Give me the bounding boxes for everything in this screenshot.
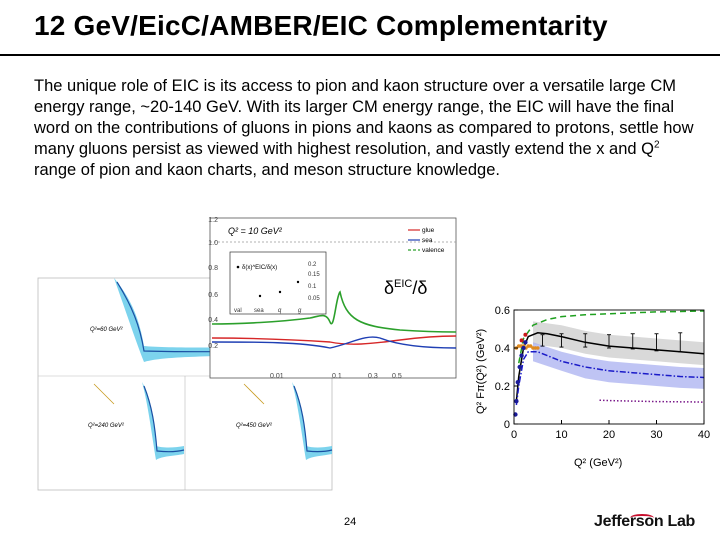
inset-tick: 0.1 bbox=[308, 284, 317, 290]
points-existing bbox=[515, 380, 520, 385]
slide-title: 12 GeV/EicC/AMBER/EIC Complementarity bbox=[34, 10, 608, 41]
sea-curve bbox=[211, 336, 457, 349]
middle-plot-y-ticks: 1.2 1.0 0.8 0.6 0.4 0.2 bbox=[208, 217, 218, 350]
points-existing bbox=[517, 364, 522, 370]
inset-xlabel: val bbox=[234, 308, 242, 314]
x-tick: 0.01 bbox=[270, 373, 284, 380]
middle-plot: 1.2 1.0 0.8 0.6 0.4 0.2 0.01 0.1 0.3 0.5… bbox=[208, 217, 457, 380]
y-tick-label: 0.2 bbox=[495, 381, 510, 393]
points-low bbox=[535, 346, 540, 350]
delta-sup: EIC bbox=[394, 278, 412, 290]
paragraph-text-1: The unique role of EIC is its access to … bbox=[34, 77, 694, 158]
legend-glue: glue bbox=[422, 227, 435, 234]
inset-tick: 0.2 bbox=[308, 262, 317, 268]
y-tick-label: 0.6 bbox=[495, 305, 510, 317]
inset-tick: 0.15 bbox=[308, 272, 320, 278]
series-blue-dashdot bbox=[515, 351, 705, 406]
middle-plot-x-ticks: 0.01 0.1 0.3 0.5 bbox=[270, 373, 402, 380]
inset-tick: 0.05 bbox=[308, 296, 320, 302]
x-tick-label: 30 bbox=[650, 429, 662, 441]
legend: glue sea valence bbox=[408, 227, 445, 254]
panel-bottom-right-label: Q²=450 GeV² bbox=[236, 423, 273, 429]
points-red bbox=[519, 338, 524, 343]
x-tick: 0.1 bbox=[332, 373, 342, 380]
body-paragraph: The unique role of EIC is its access to … bbox=[34, 76, 694, 181]
inset-xlabel: g bbox=[298, 308, 302, 314]
glue-curve bbox=[211, 335, 457, 345]
x-tick-label: 20 bbox=[603, 429, 615, 441]
valence-curve bbox=[211, 290, 457, 333]
uncertainty-band-1 bbox=[533, 342, 704, 389]
y-tick: 0.4 bbox=[208, 317, 218, 324]
x-tick-label: 10 bbox=[555, 429, 567, 441]
points-existing bbox=[521, 345, 526, 351]
uncertainty-band-0 bbox=[533, 321, 704, 366]
paragraph-text-2: range of pion and kaon charts, and meson… bbox=[34, 161, 500, 179]
pion-form-factor-chart: 0 10 20 30 40 0 0.2 0.4 0.6 Q² (GeV²) Q² Fπ(Q²) … bbox=[475, 305, 710, 469]
y-tick-label: 0.4 bbox=[495, 343, 510, 355]
title-divider bbox=[0, 54, 720, 56]
points-existing bbox=[523, 340, 528, 345]
inset: δ(x)^EIC/δ(x) 0.2 0.15 0.1 0.05 val sea … bbox=[229, 251, 327, 315]
y-tick: 0.2 bbox=[208, 343, 218, 350]
delta-ratio-label: δEIC/δ bbox=[384, 278, 427, 298]
chart-ylabel: Q² Fπ(Q²) (GeV²) bbox=[475, 329, 487, 414]
legend-sea: sea bbox=[422, 237, 433, 244]
legend-valence: valence bbox=[422, 247, 445, 254]
panel-bottom-left: Q²=240 GeV² bbox=[88, 382, 185, 460]
inset-xlabel: q bbox=[278, 308, 282, 314]
y-tick: 0.8 bbox=[208, 265, 218, 272]
paragraph-superscript: 2 bbox=[654, 139, 660, 151]
x-tick: 0.3 bbox=[368, 373, 378, 380]
x-tick-label: 0 bbox=[511, 429, 517, 441]
points-existing bbox=[514, 399, 519, 404]
series-purple-dotted bbox=[599, 399, 705, 403]
y-tick: 1.0 bbox=[208, 240, 218, 247]
points-red bbox=[523, 332, 528, 337]
y-tick: 0.6 bbox=[208, 292, 218, 299]
inset-label: δ(x)^EIC/δ(x) bbox=[242, 265, 277, 271]
chart-xlabel: Q² (GeV²) bbox=[574, 457, 622, 469]
inset-xlabel: sea bbox=[254, 308, 264, 314]
panel-bottom-right: Q²=450 GeV² bbox=[236, 382, 333, 460]
y-tick-label: 0 bbox=[504, 419, 510, 431]
delta-main: δ bbox=[384, 278, 394, 298]
series-green-dashed bbox=[518, 310, 705, 364]
x-tick: 0.5 bbox=[392, 373, 402, 380]
y-tick: 1.2 bbox=[208, 217, 218, 224]
q2-label: Q² = 10 GeV² bbox=[228, 226, 283, 236]
x-tick-label: 40 bbox=[698, 429, 710, 441]
points-existing bbox=[519, 353, 524, 358]
logo-swoosh-icon bbox=[630, 514, 654, 522]
panel-bottom-left-label: Q²=240 GeV² bbox=[88, 423, 125, 429]
delta-tail: /δ bbox=[412, 278, 427, 298]
panel-top-label: Q²=60 GeV² bbox=[90, 327, 124, 333]
page-number: 24 bbox=[344, 516, 357, 528]
